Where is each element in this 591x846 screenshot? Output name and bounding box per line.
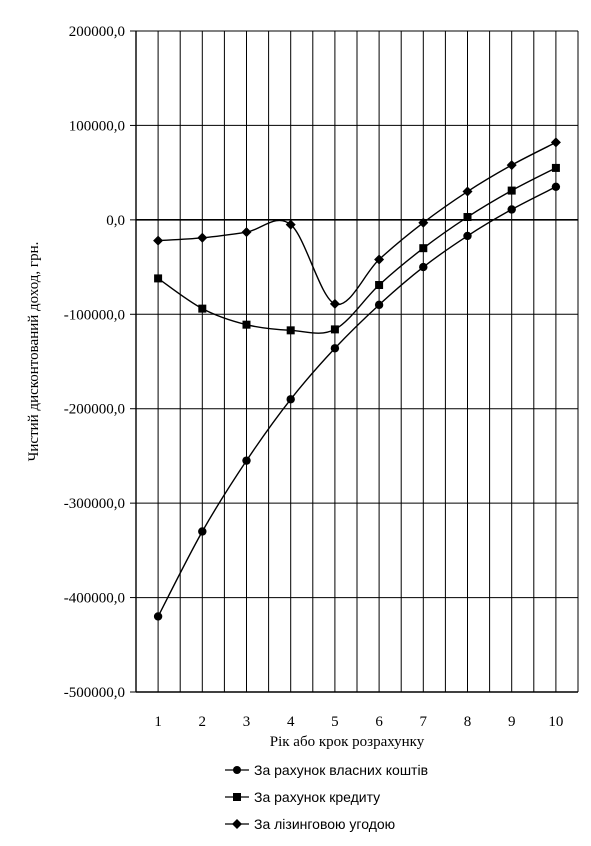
x-tick-label: 7 [420, 714, 428, 730]
y-axis-label: Чистий дисконтований доход, грн. [26, 242, 42, 462]
data-point-diamond [241, 227, 252, 238]
gridlines [135, 30, 579, 693]
y-tick-label: -300000,0 [64, 496, 125, 512]
square-marker-icon [233, 793, 241, 801]
x-tick-label: 9 [508, 714, 516, 730]
axes [130, 30, 578, 693]
data-point-square [330, 325, 339, 334]
y-tick-label: -200000,0 [64, 402, 125, 418]
diamond-marker-icon [232, 819, 242, 829]
data-point-square [242, 320, 251, 329]
data-point-square [286, 326, 295, 335]
y-tick-label: 0,0 [106, 213, 125, 229]
data-point-circle [374, 300, 384, 310]
x-tick-labels: 1 2 3 4 5 6 7 8 9 10 [154, 714, 563, 730]
x-tick-label: 4 [287, 714, 295, 730]
data-point-square [463, 213, 472, 222]
series-lines [153, 137, 561, 621]
data-point-diamond [285, 219, 296, 230]
x-tick-label: 1 [154, 714, 162, 730]
legend-item-leasing: За лізинговою угодою [225, 816, 395, 832]
x-tick-label: 8 [464, 714, 472, 730]
legend-label-own-funds: За рахунок власних коштів [254, 762, 428, 778]
data-point-square [551, 163, 560, 172]
x-axis-label: Рік або крок розрахунку [270, 734, 425, 750]
data-point-diamond [462, 186, 473, 197]
y-tick-label: 200000,0 [69, 24, 125, 40]
data-point-diamond [153, 235, 164, 246]
data-point-diamond [329, 298, 340, 309]
data-point-circle [330, 344, 340, 353]
legend-item-credit: За рахунок кредиту [225, 789, 380, 805]
x-tick-label: 10 [548, 714, 563, 730]
circle-marker-icon [233, 766, 241, 774]
series-1 [153, 182, 561, 621]
data-point-diamond [374, 254, 385, 265]
legend-label-credit: За рахунок кредиту [254, 789, 380, 805]
x-tick-label: 3 [243, 714, 251, 730]
data-point-square [375, 281, 384, 290]
y-tick-labels: 200000,0 100000,0 0,0 -100000,0 -200000,0 -30… [64, 24, 125, 701]
data-point-diamond [418, 217, 429, 228]
data-point-diamond [197, 232, 208, 243]
legend-label-leasing: За лізинговою угодою [254, 816, 395, 832]
legend: За рахунок власних коштів За рахунок кре… [225, 762, 428, 832]
x-tick-label: 2 [199, 714, 207, 730]
data-point-circle [507, 205, 516, 214]
x-tick-label: 5 [331, 714, 339, 730]
data-point-diamond [506, 160, 517, 171]
y-tick-label: -100000,0 [64, 307, 125, 323]
data-point-square [154, 274, 163, 283]
data-point-square [419, 244, 428, 253]
data-point-circle [463, 231, 472, 241]
data-point-circle [198, 527, 207, 536]
data-point-circle [153, 612, 163, 621]
series-line [158, 141, 557, 306]
y-tick-label: -400000,0 [64, 591, 125, 607]
series-line [157, 167, 557, 334]
legend-item-own-funds: За рахунок власних коштів [225, 762, 428, 778]
data-point-circle [242, 456, 251, 465]
series-2 [154, 163, 560, 335]
series-3 [153, 137, 561, 309]
x-tick-label: 6 [375, 714, 383, 730]
data-point-circle [286, 395, 295, 404]
y-tick-label: 100000,0 [69, 118, 125, 134]
data-point-diamond [550, 137, 561, 148]
data-point-circle [419, 262, 428, 272]
data-point-circle [551, 182, 561, 192]
data-point-square [198, 304, 207, 313]
series-line [157, 186, 557, 617]
y-tick-label: -500000,0 [64, 685, 125, 701]
data-point-square [507, 186, 516, 195]
